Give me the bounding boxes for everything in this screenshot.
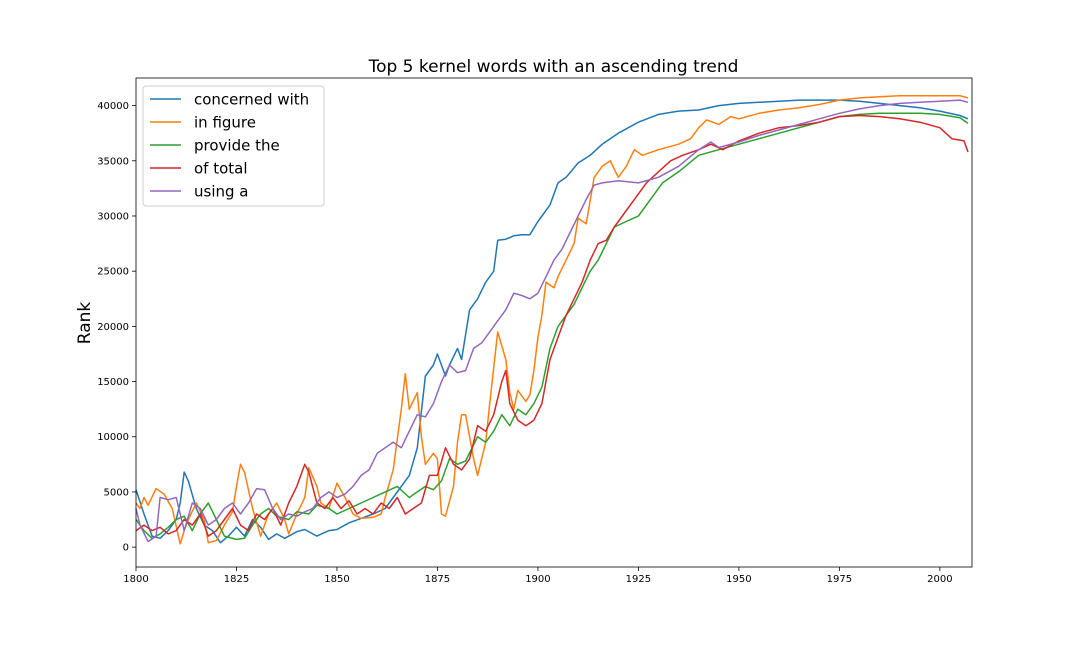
series-line-4 xyxy=(135,99,969,543)
x-axis: 1800 1825 1850 1875 1900 1925 1950 1975 2000 xyxy=(123,567,953,585)
legend: concerned with in figure provide the of tot… xyxy=(142,85,325,207)
legend-label-1: in figure xyxy=(194,114,256,132)
x-tick-label-7: 1975 xyxy=(827,574,852,585)
y-tick-label-1: 5000 xyxy=(104,487,129,498)
series-line-1 xyxy=(135,94,969,545)
legend-label-4: using a xyxy=(194,183,248,201)
y-tick-label-5: 25000 xyxy=(97,267,129,278)
y-tick-label-0: 0 xyxy=(123,543,129,554)
x-tick-label-0: 1800 xyxy=(123,574,148,585)
series-line-3 xyxy=(135,114,969,537)
series-layer xyxy=(135,94,969,545)
x-tick-label-6: 1950 xyxy=(726,574,751,585)
y-tick-label-2: 10000 xyxy=(97,432,129,443)
legend-label-0: concerned with xyxy=(194,91,309,109)
x-tick-label-1: 1825 xyxy=(224,574,249,585)
y-tick-label-4: 20000 xyxy=(97,322,129,333)
legend-box xyxy=(142,85,325,207)
y-tick-label-6: 30000 xyxy=(97,211,129,222)
y-axis-label: Rank xyxy=(75,302,95,345)
y-axis: 0 5000 10000 15000 20000 25000 30000 35000 40000 xyxy=(97,101,136,554)
legend-label-3: of total xyxy=(194,160,248,178)
x-tick-label-8: 2000 xyxy=(927,574,952,585)
x-tick-label-3: 1875 xyxy=(425,574,450,585)
series-line-2 xyxy=(135,112,969,541)
y-tick-label-3: 15000 xyxy=(97,377,129,388)
chart-title: Top 5 kernel words with an ascending tre… xyxy=(368,57,739,77)
x-tick-label-4: 1900 xyxy=(525,574,550,585)
x-tick-label-5: 1925 xyxy=(626,574,651,585)
x-tick-label-2: 1850 xyxy=(324,574,349,585)
y-tick-label-7: 35000 xyxy=(97,156,129,167)
legend-label-2: provide the xyxy=(194,137,280,155)
plot-frame xyxy=(135,77,973,568)
y-tick-label-8: 40000 xyxy=(97,101,129,112)
